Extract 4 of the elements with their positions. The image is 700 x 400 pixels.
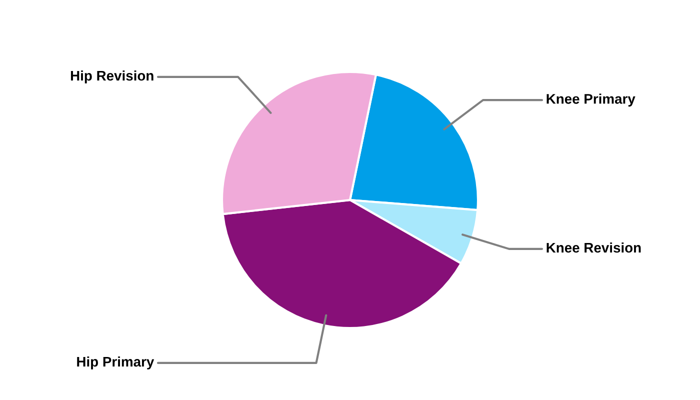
slice-label: Hip Primary xyxy=(77,356,154,370)
slice-label: Hip Revision xyxy=(70,70,154,84)
slice-label: Knee Primary xyxy=(546,94,636,107)
slice-label: Knee Revision xyxy=(546,242,641,253)
